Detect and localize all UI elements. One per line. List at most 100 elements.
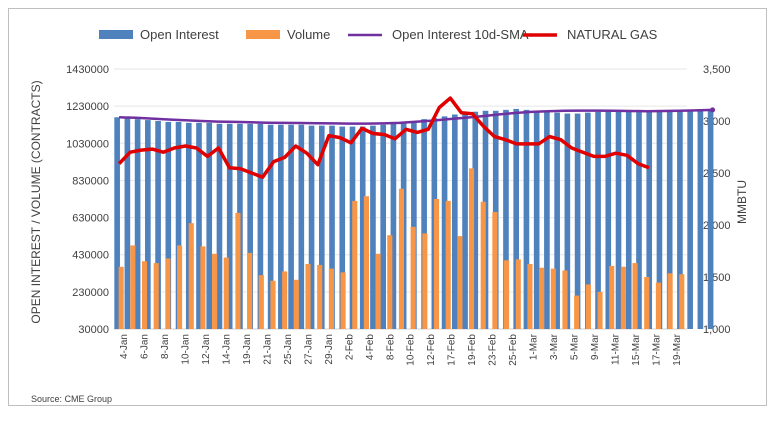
open-interest-bar: [155, 121, 161, 329]
open-interest-bar: [646, 110, 653, 330]
right-tick-label-5: 3,500: [703, 64, 731, 76]
open-interest-bar: [145, 120, 151, 329]
volume-bar: [655, 282, 661, 329]
open-interest-bar: [615, 110, 622, 330]
volume-bar: [609, 265, 615, 329]
x-tick-label-19: 25-Feb: [508, 334, 519, 366]
right-axis-title: MMBTU: [735, 180, 749, 224]
volume-bar: [141, 261, 148, 329]
open-interest-bar: [216, 123, 223, 330]
left-tick-label-0: 30000: [78, 324, 109, 336]
right-tick-label-4: 3,000: [703, 116, 731, 128]
x-tick-label-16: 17-Feb: [447, 334, 458, 366]
x-tick-label-17: 19-Feb: [467, 334, 478, 366]
open-interest-bar: [308, 125, 315, 330]
volume-bar: [200, 246, 206, 329]
volume-bar: [422, 233, 428, 329]
volume-bar: [363, 196, 369, 329]
x-tick-label-20: 1-Mar: [529, 333, 540, 360]
x-tick-label-12: 4-Feb: [365, 334, 376, 361]
left-tick-label-3: 630000: [72, 213, 109, 225]
x-tick-label-10: 29-Jan: [324, 334, 335, 365]
open-interest-bar: [114, 117, 120, 330]
source-note: Source: CME Group: [31, 394, 113, 404]
chart: Open Interest Volume Open Interest 10d-SMA…: [29, 27, 749, 366]
x-axis-ticks: 4-Jan 6-Jan 8-Jan 10-Jan 12-Jan 14-Jan 19-Jan 2…: [119, 333, 683, 365]
x-tick-label-8: 25-Jan: [283, 334, 294, 365]
open-interest-bar: [257, 123, 264, 330]
volume-bar: [632, 263, 638, 329]
volume-bar: [317, 264, 323, 329]
open-interest-bar: [359, 126, 366, 329]
open-interest-bar: [503, 109, 509, 329]
volume-bar: [504, 260, 510, 329]
x-tick-label-1: 6-Jan: [140, 334, 151, 359]
volume-bar: [352, 200, 358, 329]
volume-bar: [539, 267, 545, 329]
x-tick-label-14: 10-Feb: [406, 334, 417, 366]
open-interest-bar: [380, 124, 386, 329]
volume-bar: [550, 268, 556, 329]
volume-bar: [480, 201, 486, 329]
left-tick-label-5: 1030000: [66, 138, 109, 150]
x-tick-label-7: 21-Jan: [262, 334, 273, 365]
x-tick-label-24: 11-Mar: [610, 333, 621, 365]
legend-label-2: Open Interest 10d-SMA: [392, 27, 529, 42]
open-interest-bar: [196, 122, 202, 329]
volume-bar: [212, 253, 218, 329]
volume-bar: [153, 263, 159, 329]
volume-bar: [235, 212, 241, 329]
right-tick-label-2: 2,000: [703, 220, 731, 232]
open-interest-bar: [666, 110, 673, 330]
x-tick-label-6: 19-Jan: [242, 334, 253, 365]
open-interest-bar: [636, 110, 642, 330]
open-interest-bar: [329, 125, 335, 330]
open-interest-bar: [411, 121, 417, 329]
x-tick-label-11: 2-Feb: [344, 334, 355, 361]
x-tick-label-27: 19-Mar: [672, 333, 683, 365]
x-tick-label-3: 10-Jan: [181, 334, 192, 365]
volume-bar: [574, 295, 580, 329]
x-tick-label-5: 14-Jan: [222, 334, 233, 365]
open-interest-bar: [513, 108, 520, 329]
x-tick-label-15: 12-Feb: [426, 334, 437, 366]
x-tick-label-2: 8-Jan: [160, 334, 171, 359]
open-interest-bar: [462, 112, 468, 330]
open-interest-bar: [625, 110, 632, 330]
volume-bar: [597, 291, 603, 329]
open-interest-bar: [697, 110, 704, 330]
open-interest-bar: [523, 109, 530, 329]
volume-bar: [562, 270, 568, 329]
volume-bar: [679, 274, 685, 329]
left-tick-label-4: 830000: [72, 175, 109, 187]
legend-label-0: Open Interest: [140, 27, 219, 42]
volume-bar: [457, 236, 463, 329]
x-tick-label-25: 15-Mar: [631, 333, 642, 365]
open-interest-bar: [165, 121, 172, 329]
legend-label-3: NATURAL GAS: [567, 27, 658, 42]
right-tick-label-1: 1,500: [703, 272, 731, 284]
open-interest-bar: [175, 121, 182, 329]
open-interest-bar: [451, 114, 458, 329]
left-tick-label-6: 1230000: [66, 101, 109, 113]
open-interest-bar: [441, 116, 448, 329]
volume-bar: [410, 226, 416, 329]
x-tick-label-13: 8-Feb: [385, 334, 396, 361]
left-tick-label-7: 1430000: [66, 64, 109, 76]
volume-bar: [585, 284, 591, 329]
volume-bar: [282, 271, 288, 329]
legend: Open Interest Volume Open Interest 10d-SMA…: [99, 27, 658, 42]
volume-bar: [527, 264, 533, 329]
volume-bar: [258, 275, 264, 329]
volume-bar: [328, 268, 334, 329]
open-interest-bar: [124, 118, 131, 329]
left-axis-ticks: 30000 230000 430000 630000 830000 1030000 1230…: [66, 64, 109, 336]
volume-bar: [270, 280, 276, 329]
volume-bar: [177, 245, 183, 329]
volume-bar: [620, 266, 626, 329]
natural-gas-line: [117, 96, 650, 179]
volume-bar: [130, 245, 136, 329]
volume-bar: [644, 277, 650, 329]
legend-label-1: Volume: [287, 27, 330, 42]
volume-bar: [667, 273, 673, 329]
